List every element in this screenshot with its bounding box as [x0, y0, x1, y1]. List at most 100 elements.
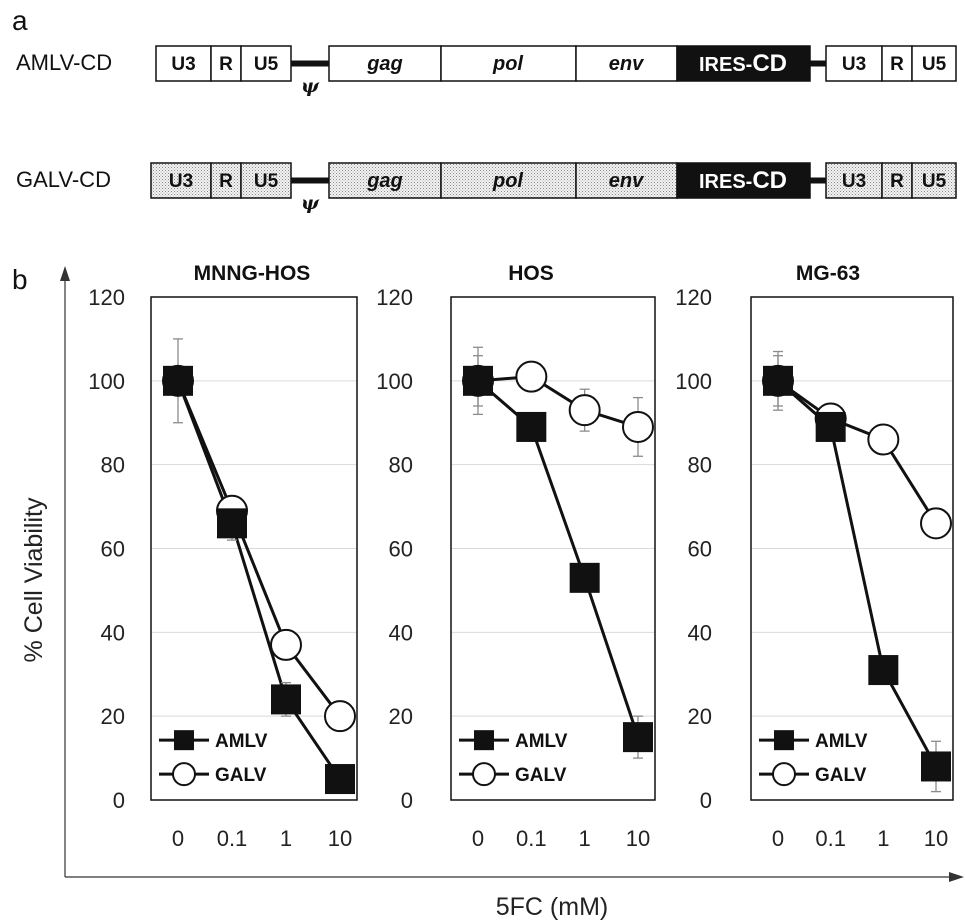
ltr3-r-segment [881, 45, 913, 82]
y-tick-label: 80 [688, 453, 712, 478]
ltr3-r-label: R [890, 54, 904, 75]
y-tick-label: 20 [101, 704, 125, 729]
psi-label: ψ [301, 75, 320, 97]
pol-label: pol [492, 53, 523, 75]
legend-marker-circle-icon [172, 762, 196, 787]
ltr3-r-segment [881, 162, 913, 199]
x-tick-label: 10 [328, 826, 352, 851]
pol-segment [440, 162, 577, 199]
legend-marker-square-icon [174, 730, 194, 751]
y-tick-label: 60 [688, 537, 712, 562]
y-tick-label: 20 [389, 704, 413, 729]
x-tick-label: 10 [626, 826, 650, 851]
y-axis-arrow-icon [60, 266, 70, 281]
data-point-amlv [163, 365, 193, 396]
env-segment [575, 162, 678, 199]
x-tick-label: 10 [924, 826, 948, 851]
x-tick-label: 1 [877, 826, 889, 851]
gag-label: gag [366, 170, 403, 192]
ires-cd-label: IRES-CD [699, 167, 787, 194]
data-point-galv [324, 700, 356, 733]
x-tick-label: 0 [172, 826, 184, 851]
x-tick-label: 0.1 [815, 826, 846, 851]
y-axis-label: % Cell Viability [20, 497, 48, 662]
y-tick-label: 0 [700, 788, 712, 813]
plot-frame [750, 296, 954, 801]
data-point-galv [920, 507, 952, 540]
legend-marker-circle-icon [772, 762, 796, 787]
y-tick-label: 40 [688, 620, 712, 645]
ltr3-r-label: R [890, 171, 904, 192]
ltr5-r-segment [210, 162, 242, 199]
ltr5-u5-label: U5 [254, 171, 279, 192]
ltr5-r-label: R [219, 171, 233, 192]
data-point-amlv [569, 562, 600, 593]
data-point-amlv [217, 508, 247, 539]
y-tick-label: 120 [88, 285, 125, 310]
ltr5-r-segment [210, 45, 242, 82]
data-point-amlv [763, 365, 793, 396]
ltr5-u3-label: U3 [171, 54, 195, 75]
series-line-galv [176, 380, 342, 718]
series-line-amlv [777, 379, 938, 768]
series-line-galv [777, 379, 938, 525]
legend-label: AMLV [515, 731, 568, 752]
gag-label: gag [366, 53, 403, 75]
x-tick-label: 1 [579, 826, 591, 851]
chart-title: MNNG-HOS [194, 262, 311, 285]
gag-segment [328, 162, 442, 199]
x-tick-label: 0 [772, 826, 784, 851]
data-point-amlv [921, 751, 951, 782]
data-point-amlv [868, 655, 899, 686]
data-point-galv [622, 410, 654, 443]
ltr3-u3-label: U3 [842, 54, 866, 75]
ltr3-u5-label: U5 [922, 54, 947, 75]
x-tick-label: 0.1 [516, 826, 547, 851]
legend-marker-square-icon [774, 730, 794, 751]
ires-cd-label: IRES-CD [699, 50, 787, 77]
y-tick-label: 40 [389, 620, 413, 645]
ires-cd-segment [676, 162, 811, 199]
data-point-amlv [271, 684, 301, 715]
data-point-galv [568, 394, 601, 427]
data-point-amlv [815, 411, 846, 442]
legend-marker-circle-icon [472, 762, 496, 787]
ltr5-u5-segment [240, 45, 292, 82]
chart-panel-mnng-hos: MNNG-HOS 0 20 40 60 80 100 120 0 0.1 1 10 AMLV GALV [88, 262, 358, 851]
y-tick-label: 100 [376, 369, 413, 394]
series-line-amlv [176, 380, 342, 780]
legend-label: GALV [515, 765, 567, 786]
y-tick-label: 0 [113, 788, 125, 813]
ltr5-r-label: R [219, 54, 233, 75]
chart-panel-mg-63: MG-63 0 20 40 60 80 100 120 0 0.1 1 10 AMLV GALV [675, 262, 954, 851]
ires-label: IRES- [699, 54, 752, 76]
x-axis-label: 5FC (mM) [496, 893, 608, 921]
chart-title: MG-63 [796, 262, 860, 285]
ltr3-u5-label: U5 [922, 171, 947, 192]
construct-name: GALV-CD [16, 167, 111, 192]
ltr3-u5-segment [911, 162, 957, 199]
ltr5-u5-label: U5 [254, 54, 279, 75]
series-line-galv [477, 375, 639, 429]
data-point-amlv [623, 722, 653, 753]
ltr5-u3-segment [150, 162, 212, 199]
chart-title: HOS [508, 262, 554, 285]
data-point-amlv [516, 411, 547, 442]
ltr3-u5-segment [911, 45, 957, 82]
data-point-galv [270, 628, 302, 661]
y-tick-label: 100 [675, 369, 712, 394]
data-point-amlv [325, 764, 355, 795]
legend-label: AMLV [815, 731, 868, 752]
env-label: env [609, 170, 645, 192]
psi-label: ψ [301, 192, 320, 214]
y-tick-label: 20 [688, 704, 712, 729]
y-tick-label: 60 [101, 537, 125, 562]
y-tick-label: 120 [376, 285, 413, 310]
y-tick-label: 60 [389, 537, 413, 562]
series-line-amlv [477, 379, 640, 738]
y-tick-label: 40 [101, 620, 125, 645]
ltr5-u3-segment [155, 45, 212, 82]
pol-label: pol [492, 170, 523, 192]
legend-label: GALV [215, 765, 267, 786]
y-tick-label: 0 [401, 788, 413, 813]
